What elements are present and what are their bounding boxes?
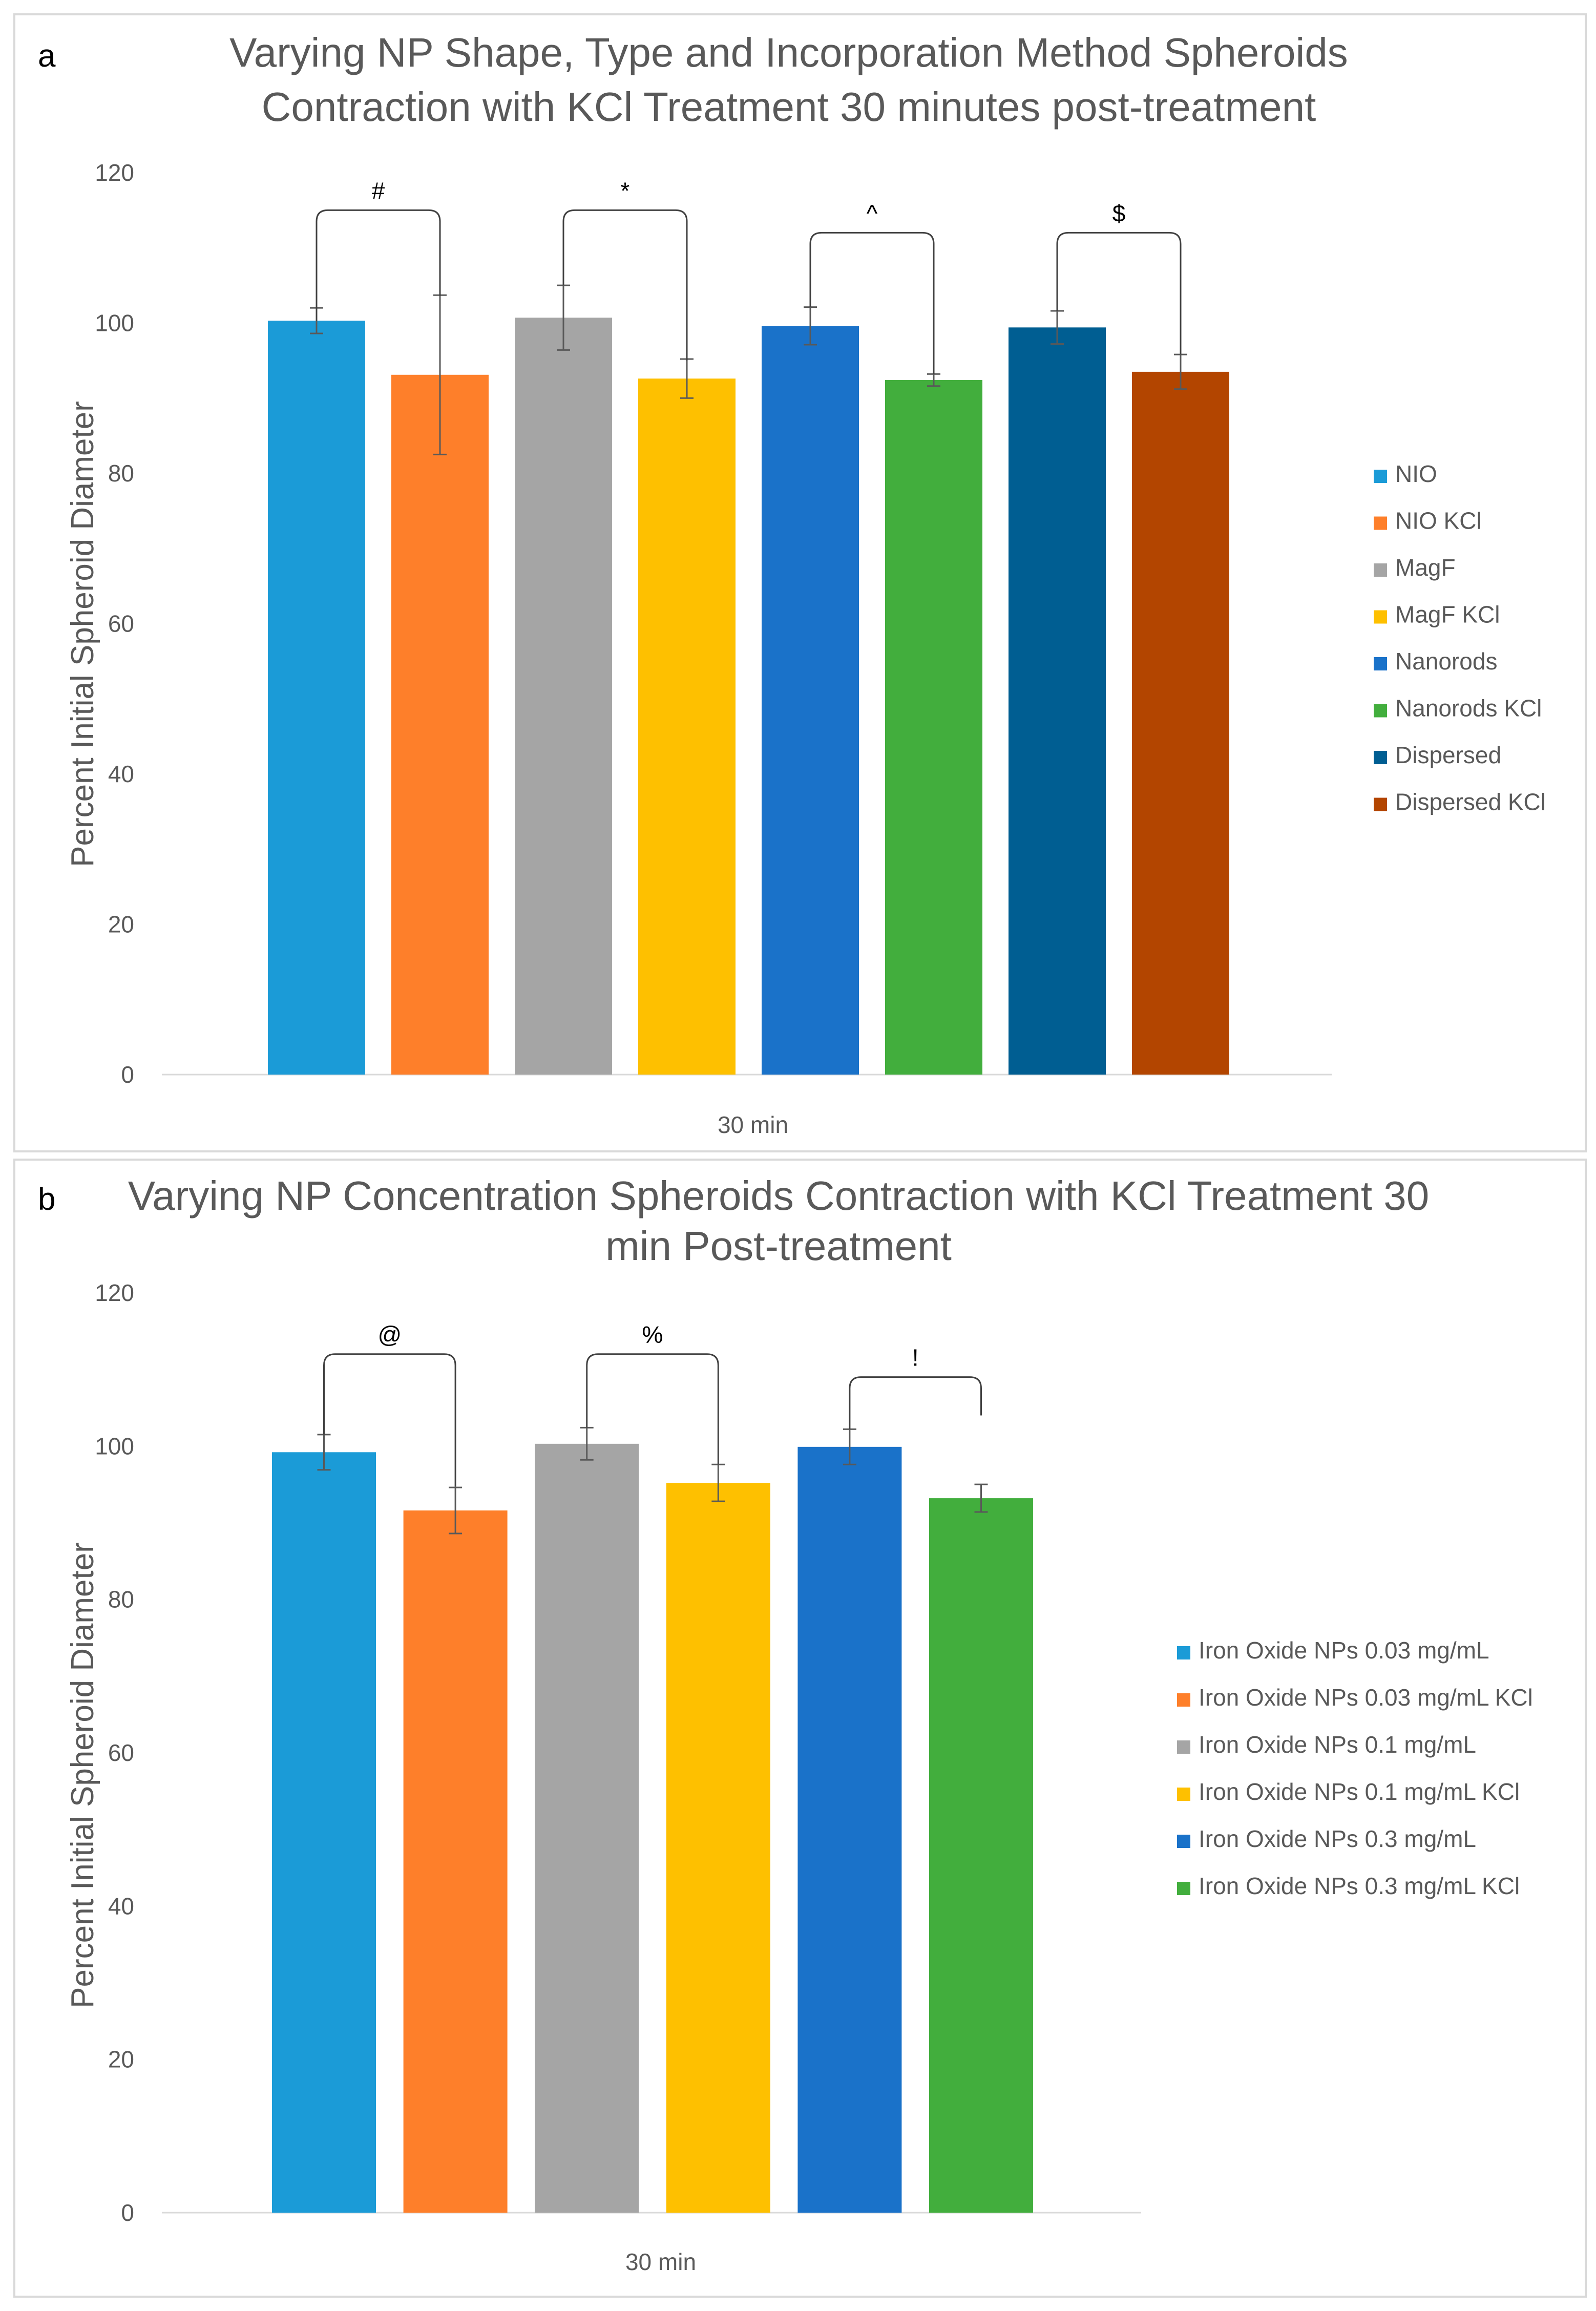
chart-b-title-line-1: Varying NP Concentration Spheroids Contr… (128, 1173, 1430, 1218)
chart-b-y-tick-label: 20 (108, 2046, 134, 2073)
chart-b-legend-item: Iron Oxide NPs 0.1 mg/mL (1199, 1731, 1476, 1758)
chart-b-significance-bracket (323, 1353, 456, 1487)
chart-b-legend-item: Iron Oxide NPs 0.03 mg/mL KCl (1199, 1684, 1533, 1711)
chart-b-bar (929, 1498, 1033, 2213)
chart-a-y-tick-label: 40 (108, 761, 134, 787)
chart-b-category-label: 30 min (625, 2249, 696, 2275)
chart-b-y-axis-label: Percent Initial Spheroid Diameter (65, 1542, 100, 2008)
chart-a-bar (268, 321, 365, 1075)
chart-a-bar (885, 380, 982, 1075)
panel-b-label: b (38, 1182, 55, 1217)
chart-a-legend-item: Dispersed (1395, 742, 1501, 768)
chart-a-bar (391, 374, 489, 1075)
chart-a-legend-swatch (1374, 704, 1387, 718)
chart-a-legend-item: Nanorods (1395, 648, 1497, 675)
chart-b-legend-item: Iron Oxide NPs 0.3 mg/mL KCl (1199, 1873, 1520, 1899)
chart-b-legend-swatch (1177, 1740, 1190, 1754)
chart-a-significance-bracket (316, 209, 441, 321)
chart-a-svg: a Varying NP Shape, Type and Incorporati… (38, 30, 1546, 1138)
chart-a-legend-swatch (1374, 797, 1387, 811)
panel-a: a Varying NP Shape, Type and Incorporati… (13, 13, 1587, 1152)
chart-b-bar (535, 1443, 639, 2213)
chart-a-category-label: 30 min (718, 1111, 788, 1138)
chart-b-bar (272, 1452, 376, 2213)
chart-a-significance-symbol: $ (1112, 200, 1126, 226)
chart-b-y-tick-label: 100 (95, 1433, 134, 1459)
chart-a-significance-symbol: # (372, 177, 385, 204)
chart-b-significance-bracket (849, 1376, 982, 1430)
chart-b-legend-swatch (1177, 1835, 1190, 1848)
chart-b-y-tick-label: 40 (108, 1893, 134, 1919)
chart-b-significance-symbol: @ (377, 1321, 402, 1348)
chart-b-significance-symbol: ! (912, 1344, 919, 1371)
panel-b: b Varying NP Concentration Spheroids Con… (13, 1159, 1587, 2298)
chart-a-bar (1009, 327, 1106, 1075)
chart-b-legend-swatch (1177, 1693, 1190, 1707)
chart-b-y-tick-label: 0 (121, 2199, 134, 2226)
panel-a-label: a (38, 38, 56, 74)
chart-b-bar (666, 1483, 770, 2213)
chart-a-legend-swatch (1374, 751, 1387, 764)
chart-b-significance-symbol: % (642, 1321, 663, 1348)
chart-a-bar (515, 318, 612, 1075)
chart-b-y-tick-label: 80 (108, 1586, 134, 1613)
chart-a-y-tick-label: 20 (108, 911, 134, 938)
chart-b-svg: b Varying NP Concentration Spheroids Con… (38, 1173, 1533, 2275)
chart-a-legend-swatch (1374, 657, 1387, 670)
chart-b-legend-item: Iron Oxide NPs 0.03 mg/mL (1199, 1637, 1489, 1664)
chart-b-legend-item: Iron Oxide NPs 0.3 mg/mL (1199, 1825, 1476, 1852)
chart-b-title-line-2: min Post-treatment (605, 1223, 952, 1269)
chart-a-legend-item: NIO (1395, 460, 1437, 487)
chart-a-legend-item: NIO KCl (1395, 508, 1482, 534)
chart-b-bar (797, 1446, 902, 2213)
chart-b-bar (403, 1510, 508, 2213)
chart-a-legend-item: Dispersed KCl (1395, 789, 1546, 815)
chart-a-significance-bracket (562, 209, 688, 361)
chart-a-legend-swatch (1374, 563, 1387, 577)
chart-b-y-tick-label: 60 (108, 1739, 134, 1766)
chart-a-significance-symbol: ^ (867, 200, 878, 226)
chart-a-significance-bracket (1056, 232, 1182, 355)
chart-b-significance-bracket (586, 1353, 719, 1465)
chart-a-legend-swatch (1374, 516, 1387, 530)
chart-a-y-tick-label: 120 (95, 159, 134, 186)
chart-a-bar (1132, 371, 1229, 1075)
chart-a-y-tick-label: 100 (95, 310, 134, 337)
chart-a-bar (762, 326, 859, 1075)
chart-a-legend-item: MagF (1395, 554, 1456, 581)
chart-a-y-tick-label: 80 (108, 460, 134, 487)
chart-b-legend-swatch (1177, 1646, 1190, 1659)
chart-a-significance-symbol: * (621, 177, 630, 204)
chart-b-legend-item: Iron Oxide NPs 0.1 mg/mL KCl (1199, 1778, 1520, 1805)
chart-a-legend-swatch (1374, 610, 1387, 624)
chart-a-bar (638, 379, 736, 1075)
chart-a-title-line-1: Varying NP Shape, Type and Incorporation… (229, 30, 1348, 75)
chart-a-y-tick-label: 0 (121, 1061, 134, 1088)
chart-a-y-axis-label: Percent Initial Spheroid Diameter (65, 401, 100, 867)
chart-a-y-tick-label: 60 (108, 611, 134, 637)
chart-b-legend-swatch (1177, 1788, 1190, 1801)
chart-a-legend-item: Nanorods KCl (1395, 695, 1542, 722)
chart-b-y-tick-label: 120 (95, 1279, 134, 1306)
chart-a-legend-item: MagF KCl (1395, 601, 1500, 628)
chart-a-title-line-2: Contraction with KCl Treatment 30 minute… (262, 84, 1316, 130)
chart-a-legend-swatch (1374, 470, 1387, 483)
chart-a-significance-bracket (809, 232, 935, 374)
chart-b-legend-swatch (1177, 1882, 1190, 1895)
